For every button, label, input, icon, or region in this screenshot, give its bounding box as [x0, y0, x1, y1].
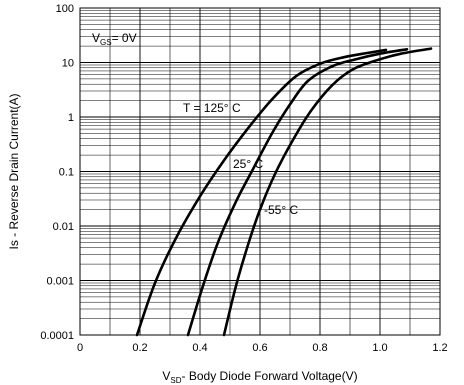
series-label-minus55c: -55° C: [264, 203, 298, 217]
x-tick-label: 0.2: [132, 342, 147, 354]
series-125c: [135, 48, 388, 337]
y-tick-label: 0.01: [53, 221, 74, 233]
x-tick-label: 0: [77, 342, 83, 354]
x-axis-label: VSD- Body Diode Forward Voltage(V): [162, 369, 357, 385]
y-axis-label: Is - Reverse Drain Current(A): [7, 93, 21, 249]
tick-labels: 0 0.2 0.4 0.6 0.8 1.0 1.2 0.0001 0.001 0.01 0.1 1 10…: [40, 3, 447, 354]
y-tick-label: 0.1: [59, 167, 74, 179]
y-tick-label: 0.0001: [40, 330, 74, 342]
series-label-125c: T = 125° C: [183, 101, 241, 115]
x-tick-label: 0.4: [192, 342, 207, 354]
y-tick-label: 0.001: [46, 276, 74, 288]
series-25c: [186, 48, 409, 337]
condition-label: VGS= 0V: [92, 31, 137, 47]
y-tick-label: 10: [62, 58, 74, 70]
x-tick-label: 0.8: [312, 342, 327, 354]
series-layer: [135, 47, 433, 337]
series-label-25c: 25° C: [233, 157, 263, 171]
x-tick-label: 0.6: [252, 342, 267, 354]
y-tick-label: 100: [56, 3, 74, 15]
plot-frame: [79, 7, 441, 336]
x-tick-label: 1.0: [372, 342, 387, 354]
x-tick-label: 1.2: [432, 342, 447, 354]
y-tick-label: 1: [68, 112, 74, 124]
grid: [80, 8, 440, 335]
series-minus55c: [222, 47, 433, 337]
